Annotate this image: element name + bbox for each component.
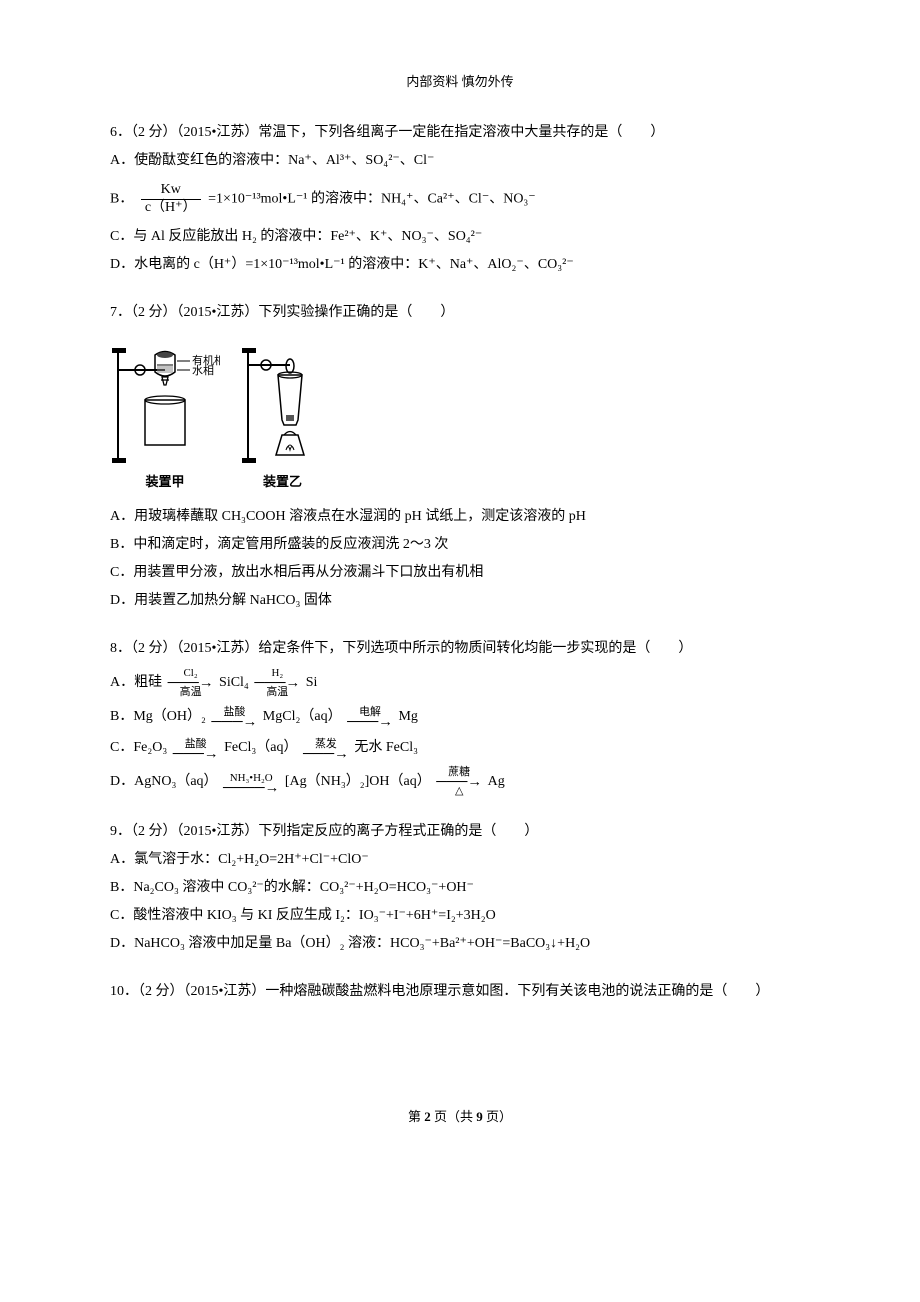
arrow-icon: 盐酸 ───→ — [173, 739, 219, 758]
arrow: ───→ — [303, 750, 349, 758]
q6-C: C．与 Al 反应能放出 H₂ 的溶液中：Fe²⁺、K⁺、NO₃⁻、SO₄²⁻ — [110, 224, 810, 250]
footer-prefix: 第 — [408, 1109, 424, 1124]
arrow: ───→ — [173, 750, 219, 758]
q7-fig2: 装置乙 — [238, 340, 328, 494]
q8-A-mid: SiCl₄ — [219, 675, 249, 690]
q6-B-den: c（H⁺） — [141, 200, 201, 217]
q8-C: C．Fe₂O₃ 盐酸 ───→ FeCl₃（aq） 蒸发 ───→ 无水 FeC… — [110, 735, 810, 761]
arrow-icon: 电解 ───→ — [347, 707, 393, 726]
q6-B-num: Kw — [141, 182, 201, 200]
q8-B: B．Mg（OH）₂ 盐酸 ───→ MgCl₂（aq） 电解 ───→ Mg — [110, 704, 810, 730]
q6-B-post: =1×10⁻¹³mol•L⁻¹ 的溶液中：NH₄⁺、Ca²⁺、Cl⁻、NO₃⁻ — [208, 191, 536, 206]
footer-mid: 页（共 — [431, 1109, 477, 1124]
q6-D: D．水电离的 c（H⁺）=1×10⁻¹³mol•L⁻¹ 的溶液中：K⁺、Na⁺、… — [110, 252, 810, 278]
arrow: ───→ — [211, 718, 257, 726]
arrow-icon: 蔗糖 ───→ △ — [436, 767, 482, 797]
q7-B: B．中和滴定时，滴定管用所盛装的反应液润洗 2～3 次 — [110, 532, 810, 558]
question-6: 6．（2 分）（2015•江苏）常温下，下列各组离子一定能在指定溶液中大量共存的… — [110, 120, 810, 278]
q6-B-frac: Kw c（H⁺） — [141, 182, 201, 217]
q8-D: D．AgNO₃（aq） NH₃•H₂O ────→ [Ag（NH₃）₂]OH（a… — [110, 767, 810, 797]
page-header: 内部资料 慎勿外传 — [110, 70, 810, 94]
q8-C-post: 无水 FeCl₃ — [354, 740, 418, 755]
q7-fig1-label2: 水相 — [192, 364, 214, 377]
q8-D-pre: D．AgNO₃（aq） — [110, 774, 218, 789]
q7-figures: 有机相 水相 装置甲 装置乙 — [110, 332, 810, 502]
q7-fig1: 有机相 水相 装置甲 — [110, 340, 220, 494]
arrow-icon: 蒸发 ───→ — [303, 739, 349, 758]
q6-stem: 6．（2 分）（2015•江苏）常温下，下列各组离子一定能在指定溶液中大量共存的… — [110, 120, 810, 146]
question-10: 10．（2 分）（2015•江苏）一种熔融碳酸盐燃料电池原理示意如图．下列有关该… — [110, 979, 810, 1005]
q8-B-pre: B．Mg（OH）₂ — [110, 709, 206, 724]
page-footer: 第 2 页（共 9 页） — [110, 1105, 810, 1129]
arrow: ────→ — [223, 784, 279, 792]
q9-A: A．氯气溶于水：Cl₂+H₂O=2H⁺+Cl⁻+ClO⁻ — [110, 847, 810, 873]
q7-fig2-caption: 装置乙 — [238, 470, 328, 494]
q8-stem: 8．（2 分）（2015•江苏）给定条件下，下列选项中所示的物质间转化均能一步实… — [110, 636, 810, 662]
q9-D: D．NaHCO₃ 溶液中加足量 Ba（OH）₂ 溶液：HCO₃⁻+Ba²⁺+OH… — [110, 931, 810, 957]
q8-D-mid: [Ag（NH₃）₂]OH（aq） — [285, 774, 431, 789]
q8-B-post: Mg — [398, 709, 417, 724]
q8-A-pre: A．粗硅 — [110, 675, 162, 690]
q8-A-post: Si — [306, 675, 318, 690]
arrow-icon: H₂ ───→ 高温 — [254, 668, 300, 698]
q6-B-pre: B． — [110, 191, 133, 206]
q8-A: A．粗硅 Cl₂ ───→ 高温 SiCl₄ H₂ ───→ 高温 Si — [110, 668, 810, 698]
q7-D: D．用装置乙加热分解 NaHCO₃ 固体 — [110, 588, 810, 614]
q9-C: C．酸性溶液中 KIO₃ 与 KI 反应生成 I₂：IO₃⁻+I⁻+6H⁺=I₂… — [110, 903, 810, 929]
arrow-icon: NH₃•H₂O ────→ — [223, 773, 279, 792]
q7-A: A．用玻璃棒蘸取 CH₃COOH 溶液点在水湿润的 pH 试纸上，测定该溶液的 … — [110, 504, 810, 530]
arrow: ───→ — [347, 718, 393, 726]
q9-B: B．Na₂CO₃ 溶液中 CO₃²⁻的水解：CO₃²⁻+H₂O=HCO₃⁻+OH… — [110, 875, 810, 901]
question-9: 9．（2 分）（2015•江苏）下列指定反应的离子方程式正确的是（ ） A．氯气… — [110, 819, 810, 956]
question-7: 7．（2 分）（2015•江苏）下列实验操作正确的是（ ） 有机相 水相 — [110, 300, 810, 614]
q8-B-mid: MgCl₂（aq） — [263, 709, 342, 724]
footer-suffix: 页） — [483, 1109, 512, 1124]
question-8: 8．（2 分）（2015•江苏）给定条件下，下列选项中所示的物质间转化均能一步实… — [110, 636, 810, 798]
q6-B: B． Kw c（H⁺） =1×10⁻¹³mol•L⁻¹ 的溶液中：NH₄⁺、Ca… — [110, 182, 810, 217]
q7-stem: 7．（2 分）（2015•江苏）下列实验操作正确的是（ ） — [110, 300, 810, 326]
arrow-icon: Cl₂ ───→ 高温 — [168, 668, 214, 698]
arrow-icon: 盐酸 ───→ — [211, 707, 257, 726]
q10-stem: 10．（2 分）（2015•江苏）一种熔融碳酸盐燃料电池原理示意如图．下列有关该… — [110, 979, 810, 1005]
q8-C-mid: FeCl₃（aq） — [224, 740, 297, 755]
q8-C-pre: C．Fe₂O₃ — [110, 740, 167, 755]
q8-D-post: Ag — [488, 774, 505, 789]
q7-C: C．用装置甲分液，放出水相后再从分液漏斗下口放出有机相 — [110, 560, 810, 586]
q6-A: A．使酚酞变红色的溶液中：Na⁺、Al³⁺、SO₄²⁻、Cl⁻ — [110, 148, 810, 174]
q7-fig1-caption: 装置甲 — [110, 470, 220, 494]
q9-stem: 9．（2 分）（2015•江苏）下列指定反应的离子方程式正确的是（ ） — [110, 819, 810, 845]
